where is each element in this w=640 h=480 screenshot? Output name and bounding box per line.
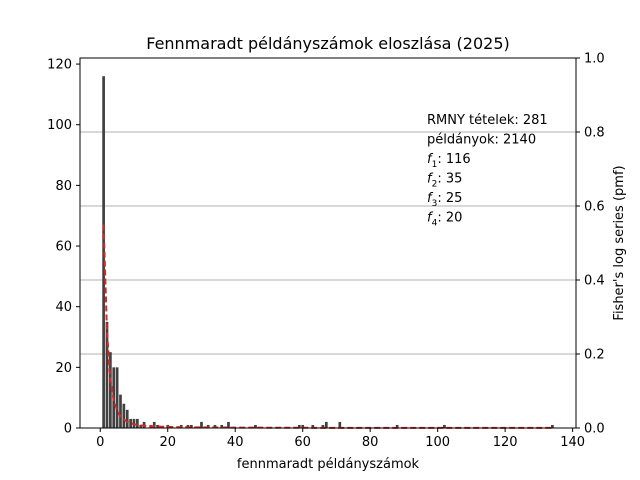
y-tick-label: 0 — [64, 422, 72, 437]
x-axis-label: fennmaradt példányszámok — [237, 457, 420, 472]
annotation-line-5: f4: 20 — [427, 211, 462, 229]
annotation-line-4: f3: 25 — [427, 191, 462, 209]
y-right-tick-label: 0.8 — [584, 126, 605, 141]
bar-17 — [156, 424, 159, 428]
x-tick-label: 60 — [294, 435, 311, 450]
y-right-tick-label: 0.0 — [584, 422, 605, 437]
bar-67 — [324, 421, 328, 428]
y-tick-label: 20 — [55, 361, 72, 376]
bar-7 — [122, 403, 126, 428]
y-tick-label: 120 — [47, 58, 72, 73]
y-axis-left: 0 20 40 60 80 100 120 — [47, 58, 80, 437]
y-tick-label: 80 — [55, 179, 72, 194]
bar-71 — [338, 421, 342, 428]
bar-8 — [125, 409, 129, 428]
gridlines — [80, 131, 576, 355]
annotation-line-0: RMNY tételek: 281 — [427, 113, 548, 128]
annotation-line-2: f1: 116 — [427, 152, 471, 170]
x-axis: 0 20 40 60 80 100 120 140 — [96, 428, 585, 450]
bar-46 — [254, 424, 257, 428]
bar-59 — [297, 424, 301, 428]
bar-30 — [200, 421, 203, 428]
y-axis-right-label: Fisher's log series (pmf) — [612, 165, 627, 320]
bar-60 — [301, 424, 305, 428]
bar-63 — [311, 424, 315, 428]
x-tick-label: 20 — [159, 435, 176, 450]
x-tick-label: 140 — [560, 435, 585, 450]
bar-11 — [136, 418, 139, 428]
x-tick-label: 40 — [227, 435, 244, 450]
y-right-tick-label: 0.4 — [584, 274, 605, 289]
x-tick-label: 0 — [96, 435, 104, 450]
bar-5 — [115, 367, 119, 428]
bar-2 — [105, 321, 109, 428]
y-right-tick-label: 0.2 — [584, 348, 605, 363]
bar-12 — [139, 424, 143, 428]
bar-134 — [551, 424, 554, 428]
bar-36 — [220, 424, 224, 428]
chart-title: Fennmaradt példányszámok eloszlása (2025… — [146, 34, 510, 53]
bar-102 — [443, 424, 446, 428]
pmf-curve — [102, 224, 553, 429]
bar-9 — [129, 418, 132, 428]
bar-38 — [227, 421, 230, 428]
stats-annotation: RMNY tételek: 281 példányok: 2140 f1: 116 f… — [427, 113, 548, 229]
bar-88 — [395, 424, 399, 428]
annotation-line-3: f2: 35 — [427, 172, 462, 190]
x-tick-label: 120 — [493, 435, 518, 450]
y-right-tick-label: 0.6 — [584, 200, 605, 215]
plot-frame — [79, 57, 577, 429]
bar-16 — [152, 421, 156, 428]
bar-6 — [119, 394, 122, 428]
bar-3 — [109, 352, 112, 428]
x-tick-label: 100 — [425, 435, 450, 450]
x-tick-label: 80 — [362, 435, 379, 450]
y-axis-right: 0.0 0.2 0.4 0.6 0.8 1.0 — [576, 52, 605, 437]
bar-series — [102, 76, 554, 429]
y-tick-label: 100 — [47, 118, 72, 133]
y-tick-label: 60 — [55, 240, 72, 255]
annotation-line-1: példányok: 2140 — [427, 133, 536, 148]
bar-66 — [321, 424, 325, 428]
y-right-tick-label: 1.0 — [584, 52, 605, 67]
bar-27 — [189, 424, 193, 428]
y-tick-label: 40 — [55, 300, 72, 315]
